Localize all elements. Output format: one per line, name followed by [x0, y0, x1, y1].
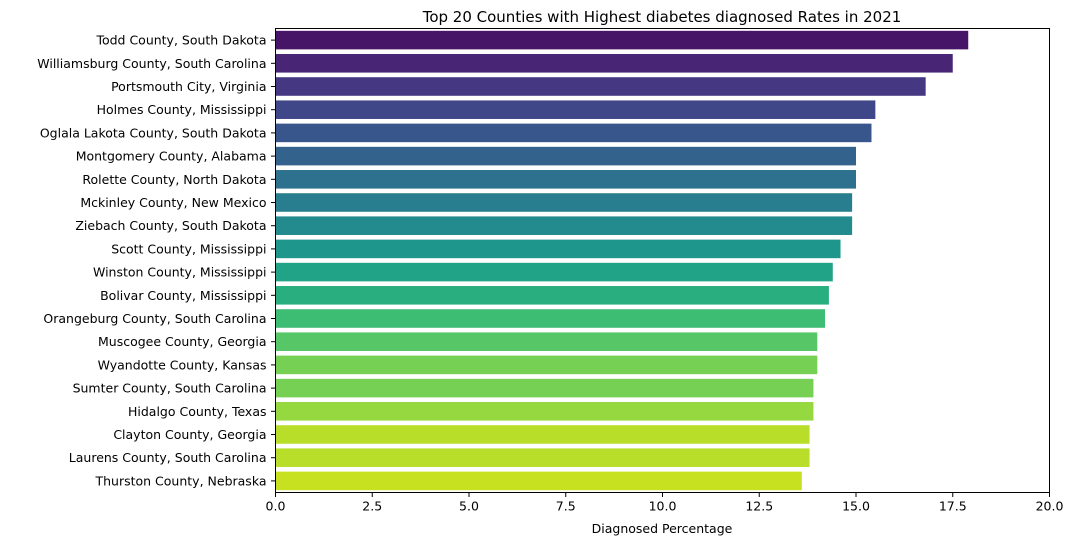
bar [275, 262, 833, 282]
bar [275, 378, 814, 398]
category-label: Bolivar County, Mississippi [100, 288, 266, 303]
bar [275, 216, 853, 235]
bar [275, 309, 826, 328]
bar [275, 77, 926, 96]
x-axis-ticks: 0.0 2.5 5.0 7.5 10.0 12.5 15.0 17.5 20.0 [266, 492, 1064, 514]
bar [275, 332, 818, 351]
x-axis-label: Diagnosed Percentage [592, 521, 733, 536]
chart-title: Top 20 Counties with Highest diabetes di… [422, 8, 902, 26]
category-label: Scott County, Mississippi [111, 241, 266, 256]
category-label: Sumter County, South Carolina [73, 381, 267, 396]
category-label: Mckinley County, New Mexico [80, 195, 266, 210]
category-label: Laurens County, South Carolina [69, 450, 267, 465]
bar [275, 425, 810, 444]
category-label: Oglala Lakota County, South Dakota [40, 125, 267, 140]
bar [275, 54, 953, 73]
bar [275, 448, 810, 467]
plot-frame [275, 28, 1050, 493]
bar [275, 239, 841, 259]
x-tick-label: 15.0 [842, 499, 870, 514]
x-tick-label: 2.5 [362, 499, 382, 514]
bar [275, 170, 856, 189]
category-label: Hidalgo County, Texas [128, 404, 267, 419]
bar [275, 193, 853, 212]
category-label: Todd County, South Dakota [95, 33, 266, 48]
category-label: Holmes County, Mississippi [97, 102, 267, 117]
bar [275, 286, 829, 305]
bar [275, 355, 818, 375]
bar [275, 123, 872, 143]
category-label: Montgomery County, Alabama [76, 149, 267, 164]
x-tick-label: 12.5 [745, 499, 773, 514]
category-label: Winston County, Mississippi [93, 265, 267, 280]
category-label: Thurston County, Nebraska [94, 473, 266, 488]
x-tick-label: 7.5 [556, 499, 576, 514]
category-label: Clayton County, Georgia [113, 427, 266, 442]
x-tick-label: 17.5 [939, 499, 967, 514]
bar [275, 146, 856, 166]
category-label: Portsmouth City, Virginia [111, 79, 266, 94]
category-label: Orangeburg County, South Carolina [43, 311, 266, 326]
bar [275, 471, 802, 491]
category-label: Rolette County, North Dakota [82, 172, 266, 187]
bar [275, 402, 814, 421]
x-tick-label: 5.0 [459, 499, 479, 514]
category-label: Muscogee County, Georgia [98, 334, 267, 349]
category-label: Wyandotte County, Kansas [98, 357, 267, 372]
category-labels: Todd County, South Dakota Williamsburg Co… [37, 33, 276, 488]
category-label: Ziebach County, South Dakota [75, 218, 266, 233]
x-tick-label: 10.0 [649, 499, 677, 514]
x-tick-label: 0.0 [266, 499, 286, 514]
bars-layer [275, 30, 969, 491]
bar [275, 30, 969, 50]
x-tick-label: 20.0 [1036, 499, 1064, 514]
category-label: Williamsburg County, South Carolina [37, 56, 266, 71]
bar [275, 100, 876, 119]
